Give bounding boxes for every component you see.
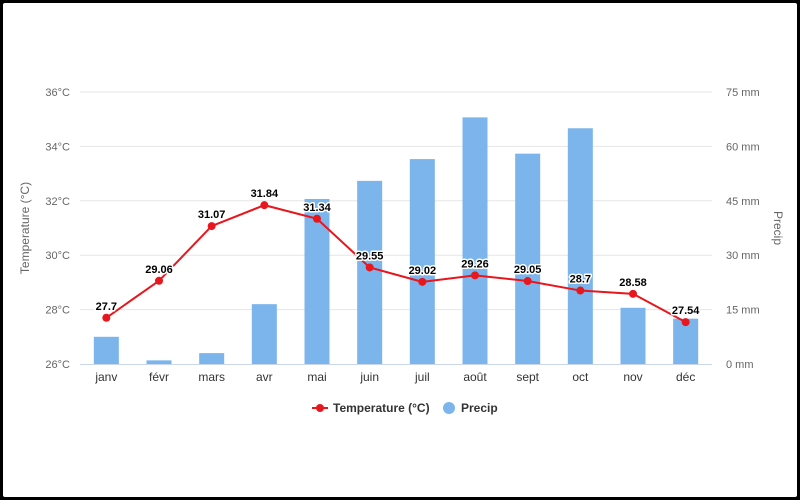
x-tick-label: nov	[623, 370, 642, 384]
y-left-tick-label: 36°C	[45, 87, 70, 99]
x-tick-label: sept	[516, 370, 539, 384]
legend-label: Precip	[461, 401, 498, 415]
precip-bar[interactable]	[304, 198, 330, 364]
temperature-series-line	[105, 204, 687, 323]
y-right-tick-label: 0 mm	[726, 359, 754, 371]
temperature-point[interactable]	[681, 318, 690, 327]
temperature-data-label: 27.54	[672, 305, 700, 317]
temperature-point[interactable]	[365, 263, 374, 272]
chart-svg: 26°C 28°C 30°C 32°C 34°C 36°C 0 mm 15 mm 30 mm 45…	[18, 87, 785, 415]
x-tick-label: janv	[94, 370, 117, 384]
y-right-tick-label: 60 mm	[726, 141, 760, 153]
temperature-data-label: 28.58	[619, 277, 647, 289]
temperature-point[interactable]	[313, 214, 321, 223]
temperature-data-label: 31.07	[198, 209, 226, 221]
precip-bar[interactable]	[462, 117, 488, 365]
y-right-tick-label: 30 mm	[726, 250, 760, 262]
legend-item-temperature[interactable]: Temperature (°C)	[312, 401, 430, 415]
y-left-tick-label: 34°C	[45, 141, 70, 153]
data-labels: 27.7 29.06 31.07 31.84 31.34 29.55 29.02 29.26 2…	[94, 187, 702, 319]
precip-bars	[93, 117, 699, 365]
y-left-axis-title: Temperature (°C)	[18, 182, 32, 274]
precip-bar[interactable]	[93, 336, 119, 364]
temperature-point[interactable]	[418, 277, 427, 286]
precip-bar[interactable]	[199, 353, 225, 364]
temperature-data-label: 29.05	[514, 264, 542, 276]
temperature-point[interactable]	[207, 222, 216, 231]
axes: 26°C 28°C 30°C 32°C 34°C 36°C 0 mm 15 mm 30 mm 45…	[18, 87, 785, 384]
x-tick-label: déc	[676, 370, 695, 384]
y-right-tick-label: 15 mm	[726, 305, 760, 317]
precip-bar[interactable]	[673, 318, 699, 364]
temperature-data-label: 27.7	[96, 301, 117, 313]
temperature-data-label: 29.55	[356, 250, 384, 262]
x-tick-label: mars	[198, 370, 225, 384]
x-tick-label: juin	[359, 370, 379, 384]
y-right-axis-title: Precip	[771, 211, 785, 245]
x-tick-label: févr	[149, 370, 169, 384]
temperature-point[interactable]	[102, 313, 111, 322]
temperature-point[interactable]	[523, 277, 532, 286]
temperature-point[interactable]	[260, 201, 269, 210]
x-tick-label: août	[463, 370, 487, 384]
precip-bar[interactable]	[409, 159, 435, 364]
x-tick-label: oct	[572, 370, 589, 384]
legend[interactable]: Temperature (°C) Precip	[312, 401, 498, 415]
temperature-data-label: 29.06	[145, 264, 173, 276]
temperature-point[interactable]	[629, 289, 637, 298]
legend-label: Temperature (°C)	[333, 401, 430, 415]
temperature-data-label: 29.26	[461, 258, 489, 270]
temperature-data-label: 31.34	[303, 202, 331, 214]
x-tick-label: avr	[256, 370, 273, 384]
temperature-point[interactable]	[155, 276, 163, 285]
precip-bar[interactable]	[620, 307, 646, 364]
legend-dot-swatch	[316, 404, 324, 412]
y-left-tick-label: 28°C	[45, 305, 70, 317]
gridlines	[80, 91, 712, 311]
precip-bar[interactable]	[146, 360, 172, 364]
temperature-data-label: 31.84	[251, 188, 279, 200]
temperature-data-label: 29.02	[409, 265, 437, 277]
precip-bar[interactable]	[251, 304, 277, 364]
precip-bar[interactable]	[357, 180, 383, 364]
x-tick-label: mai	[307, 370, 326, 384]
y-left-tick-label: 32°C	[45, 196, 70, 208]
x-tick-label: juil	[414, 370, 430, 384]
y-right-tick-label: 75 mm	[726, 87, 760, 99]
temperature-data-label: 28.7	[570, 274, 591, 286]
legend-item-precip[interactable]: Precip	[443, 401, 498, 415]
y-left-tick-label: 26°C	[45, 359, 70, 371]
y-right-tick-label: 45 mm	[726, 196, 760, 208]
temperature-line	[102, 201, 690, 327]
precip-bar[interactable]	[515, 153, 541, 364]
legend-dot-swatch	[443, 402, 455, 414]
y-left-tick-label: 30°C	[45, 250, 70, 262]
chart-frame: 26°C 28°C 30°C 32°C 34°C 36°C 0 mm 15 mm 30 mm 45…	[3, 3, 797, 497]
temperature-point[interactable]	[576, 286, 585, 295]
temperature-point[interactable]	[471, 271, 479, 280]
precip-bar[interactable]	[567, 128, 593, 364]
